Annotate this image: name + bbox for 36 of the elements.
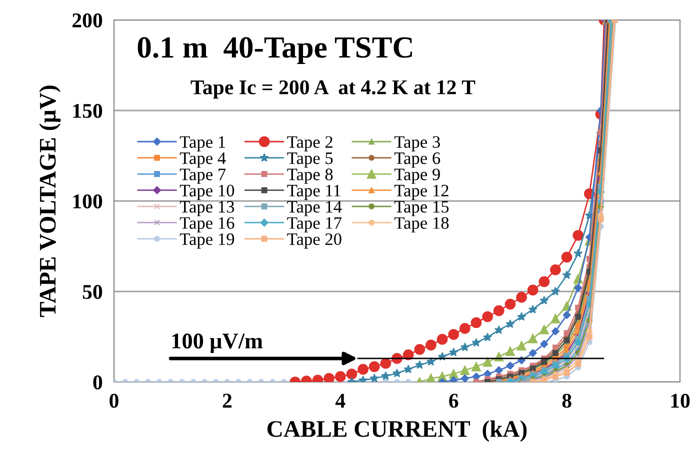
legend-label: Tape 16 (180, 217, 234, 232)
legend-label: Tape 15 (394, 201, 449, 216)
legend-label: Tape 5 (287, 152, 333, 168)
legend-label: Tape 14 (287, 201, 342, 216)
legend-label: Tape 6 (394, 152, 440, 168)
x-tick-label: 2 (222, 394, 232, 408)
legend-label: Tape 4 (180, 152, 226, 168)
annotation: 100 µV/m (172, 334, 263, 354)
legend-label: Tape 18 (394, 217, 449, 232)
x-axis-title: CABLE CURRENT (kA) (268, 420, 527, 442)
legend-label: Tape 13 (180, 200, 234, 216)
x-tick-label: 0 (110, 394, 118, 408)
text: 0.1 m 40-Tape TSTC (138, 37, 412, 64)
x-tick-label: 10 (671, 394, 690, 408)
text: Tape Ic = 200 A at 4.2 K at 12 T (190, 80, 476, 99)
legend-label: Tape 20 (287, 233, 342, 249)
y-tick-label: 150 (73, 104, 102, 118)
legend-label: Tape 8 (287, 168, 333, 184)
legend-label: Tape 7 (180, 168, 226, 184)
legend-label: Tape 1 (180, 136, 226, 152)
x-tick-label: 4 (335, 394, 346, 408)
y-axis-title: TAPE VOLTAGE (µV) (39, 86, 61, 317)
y-tick-label: 100 (73, 194, 102, 208)
x-tick-label: 6 (449, 394, 458, 408)
y-tick-label: 200 (72, 13, 102, 28)
y-tick-label: 50 (82, 284, 102, 299)
legend-label: Tape 17 (287, 217, 342, 232)
legend-label: Tape 3 (394, 136, 440, 152)
legend-label: Tape 9 (394, 168, 440, 184)
legend-label: Tape 19 (180, 233, 234, 249)
legend-label: Tape 10 (180, 184, 234, 200)
x-tick-label: 8 (562, 394, 572, 408)
legend-label: Tape 11 (287, 184, 340, 200)
legend-label: Tape 2 (287, 136, 332, 152)
y-tick-label: 0 (93, 375, 102, 390)
legend-label: Tape 12 (394, 184, 448, 200)
